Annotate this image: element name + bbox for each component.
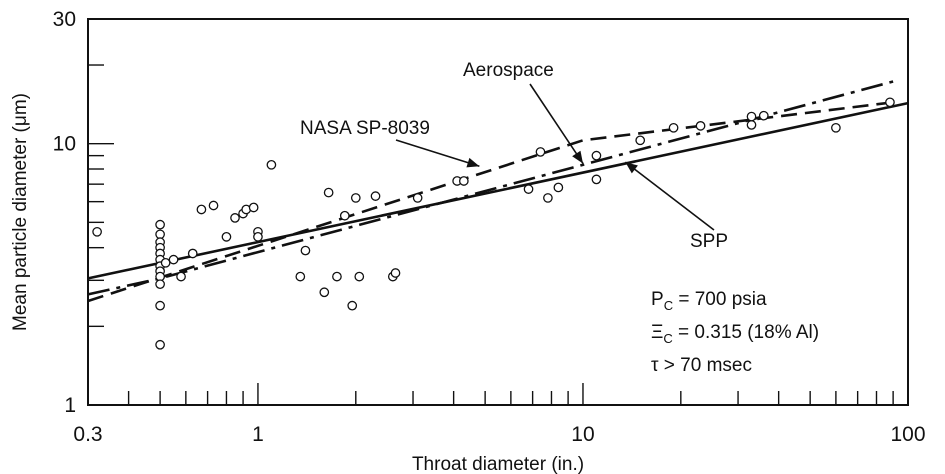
data-point	[543, 193, 553, 203]
data-point	[695, 121, 706, 131]
annotation-arrow-line	[529, 83, 584, 164]
y-tick-label: 30	[53, 8, 76, 31]
data-point	[370, 191, 381, 201]
data-point	[155, 279, 165, 290]
x-tick-label: 10	[571, 423, 594, 446]
conditions-box: PC = 700 psia ΞC = 0.315 (18% Al) τ > 70 m…	[651, 289, 819, 376]
data-point	[591, 150, 602, 161]
data-point	[591, 174, 602, 185]
data-point	[155, 229, 165, 240]
y-axis-label: Mean particle diameter (μm)	[10, 93, 31, 331]
data-point	[746, 111, 757, 122]
data-point	[668, 122, 679, 133]
data-point	[339, 210, 350, 221]
data-point	[553, 182, 564, 193]
condition-line: PC = 700 psia	[651, 289, 767, 313]
data-point	[350, 193, 361, 203]
data-point	[230, 213, 240, 223]
data-point	[347, 300, 358, 311]
data-point	[295, 271, 306, 282]
data-point	[635, 135, 646, 146]
data-point	[160, 257, 171, 268]
series-line-nasa-sp-8039	[87, 101, 894, 303]
y-tick-label: 10	[53, 133, 76, 156]
data-point	[323, 187, 334, 198]
data-point	[92, 226, 102, 237]
data-point	[746, 120, 757, 130]
plot-area	[87, 18, 909, 406]
data-point	[458, 176, 469, 186]
data-point	[155, 300, 165, 311]
data-point	[196, 204, 207, 215]
plot-frame	[87, 18, 909, 406]
series-line-aerospace	[87, 80, 894, 296]
data-point	[390, 268, 401, 278]
annotation-label: SPP	[690, 231, 728, 252]
condition-line: τ > 70 msec	[651, 355, 752, 376]
data-point	[253, 232, 263, 242]
data-points	[92, 97, 895, 350]
annotation-label: Aerospace	[463, 60, 554, 81]
data-point	[168, 254, 179, 265]
data-point	[412, 193, 423, 203]
data-point	[187, 248, 198, 259]
data-point	[266, 159, 277, 170]
data-point	[155, 219, 165, 230]
data-point	[221, 232, 232, 242]
data-point	[208, 200, 219, 211]
data-point	[155, 339, 165, 350]
data-point	[248, 202, 259, 213]
data-point	[332, 271, 342, 282]
data-point	[300, 245, 311, 256]
data-point	[176, 271, 186, 282]
y-tick-label: 1	[64, 394, 76, 417]
data-point	[535, 147, 546, 157]
annotation-arrow-line	[624, 161, 715, 231]
x-tick-label: 100	[890, 423, 925, 446]
annotation-arrowhead	[466, 157, 480, 168]
data-point	[523, 184, 534, 194]
data-point	[885, 97, 895, 108]
x-tick-label: 1	[252, 423, 264, 446]
axis-ticks: 0.3 1 10 100 1 10 30	[53, 8, 926, 446]
annotation-arrowhead	[625, 162, 638, 174]
x-tick-label: 0.3	[73, 423, 102, 446]
data-point	[831, 122, 841, 133]
annotation-label: NASA SP-8039	[300, 118, 430, 139]
annotations: NASA SP-8039 Aerospace SPP	[300, 60, 728, 252]
annotation-arrowhead	[572, 150, 583, 164]
x-axis-label: Throat diameter (in.)	[412, 454, 584, 474]
series-group	[87, 80, 909, 303]
data-point	[319, 287, 330, 298]
data-point	[758, 110, 769, 121]
series-line-spp	[87, 101, 909, 280]
data-point	[354, 271, 365, 282]
condition-line: ΞC = 0.315 (18% Al)	[651, 322, 819, 346]
annotation-arrow-line	[395, 139, 480, 167]
